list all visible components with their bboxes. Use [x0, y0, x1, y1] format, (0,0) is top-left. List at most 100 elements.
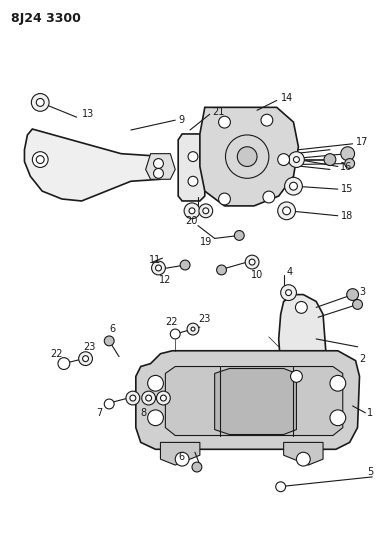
Circle shape: [188, 176, 198, 186]
Circle shape: [155, 265, 162, 271]
Text: 2: 2: [359, 353, 366, 364]
Circle shape: [104, 399, 114, 409]
Circle shape: [154, 159, 163, 168]
Polygon shape: [178, 134, 205, 201]
Text: 7: 7: [96, 408, 103, 418]
Circle shape: [83, 356, 89, 361]
Circle shape: [219, 116, 230, 128]
Circle shape: [341, 147, 354, 160]
Circle shape: [160, 395, 167, 401]
Circle shape: [203, 208, 209, 214]
Circle shape: [295, 302, 307, 313]
Circle shape: [31, 94, 49, 111]
Circle shape: [263, 191, 275, 203]
Circle shape: [237, 147, 257, 166]
Circle shape: [147, 375, 163, 391]
Circle shape: [293, 157, 299, 163]
Circle shape: [79, 352, 92, 366]
Text: 13: 13: [82, 109, 94, 119]
Polygon shape: [24, 129, 170, 201]
Circle shape: [36, 156, 44, 164]
Circle shape: [188, 152, 198, 161]
Polygon shape: [215, 368, 296, 434]
Circle shape: [189, 208, 195, 214]
Circle shape: [152, 261, 165, 275]
Circle shape: [296, 453, 310, 466]
Circle shape: [58, 358, 70, 369]
Circle shape: [104, 336, 114, 346]
Text: 21: 21: [213, 107, 225, 117]
Text: 22: 22: [50, 349, 63, 359]
Circle shape: [276, 482, 286, 491]
Text: 10: 10: [251, 270, 263, 280]
Circle shape: [32, 152, 48, 167]
Circle shape: [249, 259, 255, 265]
Circle shape: [347, 289, 359, 301]
Circle shape: [142, 391, 155, 405]
Text: 23: 23: [84, 342, 96, 352]
Text: 12: 12: [159, 275, 171, 285]
Text: 23: 23: [198, 314, 210, 324]
Circle shape: [187, 323, 199, 335]
Circle shape: [184, 203, 200, 219]
Circle shape: [235, 231, 244, 240]
Text: 6: 6: [178, 452, 184, 462]
Text: 16: 16: [340, 163, 352, 173]
Text: 6: 6: [109, 324, 115, 334]
Text: 14: 14: [281, 93, 293, 103]
Circle shape: [147, 410, 163, 426]
Circle shape: [286, 289, 291, 296]
Text: 20: 20: [185, 216, 197, 225]
Circle shape: [36, 99, 44, 107]
Circle shape: [191, 327, 195, 331]
Text: 22: 22: [165, 317, 178, 327]
Polygon shape: [279, 295, 326, 388]
Text: 19: 19: [200, 237, 212, 247]
Circle shape: [170, 329, 180, 339]
Polygon shape: [136, 351, 359, 449]
Text: 18: 18: [341, 211, 353, 221]
Circle shape: [281, 285, 296, 301]
Text: 15: 15: [341, 184, 353, 194]
Text: 3: 3: [359, 287, 366, 297]
Circle shape: [199, 204, 213, 217]
Circle shape: [157, 391, 170, 405]
Circle shape: [130, 395, 136, 401]
Text: 1: 1: [367, 408, 374, 418]
Circle shape: [288, 152, 304, 167]
Circle shape: [285, 177, 303, 195]
Text: 8J24 3300: 8J24 3300: [11, 12, 81, 25]
Circle shape: [290, 182, 298, 190]
Circle shape: [353, 300, 363, 309]
Text: 5: 5: [367, 467, 374, 477]
Circle shape: [345, 159, 354, 168]
Circle shape: [278, 202, 295, 220]
Text: 11: 11: [149, 255, 161, 265]
Circle shape: [126, 391, 140, 405]
Circle shape: [330, 375, 346, 391]
Circle shape: [192, 462, 202, 472]
Polygon shape: [283, 442, 323, 465]
Text: 8: 8: [141, 408, 147, 418]
Polygon shape: [165, 367, 343, 435]
Circle shape: [219, 193, 230, 205]
Polygon shape: [200, 107, 298, 206]
Text: 9: 9: [178, 115, 184, 125]
Circle shape: [175, 453, 189, 466]
Circle shape: [245, 255, 259, 269]
Text: 4: 4: [286, 267, 293, 277]
Circle shape: [146, 395, 152, 401]
Polygon shape: [146, 154, 175, 179]
Circle shape: [180, 260, 190, 270]
Text: 17: 17: [356, 137, 368, 147]
Circle shape: [283, 207, 291, 215]
Circle shape: [225, 135, 269, 179]
Circle shape: [261, 114, 273, 126]
Circle shape: [217, 265, 227, 275]
Circle shape: [291, 370, 303, 382]
Circle shape: [330, 410, 346, 426]
Circle shape: [278, 154, 290, 165]
Circle shape: [324, 154, 336, 165]
Polygon shape: [160, 442, 200, 465]
Circle shape: [154, 168, 163, 179]
